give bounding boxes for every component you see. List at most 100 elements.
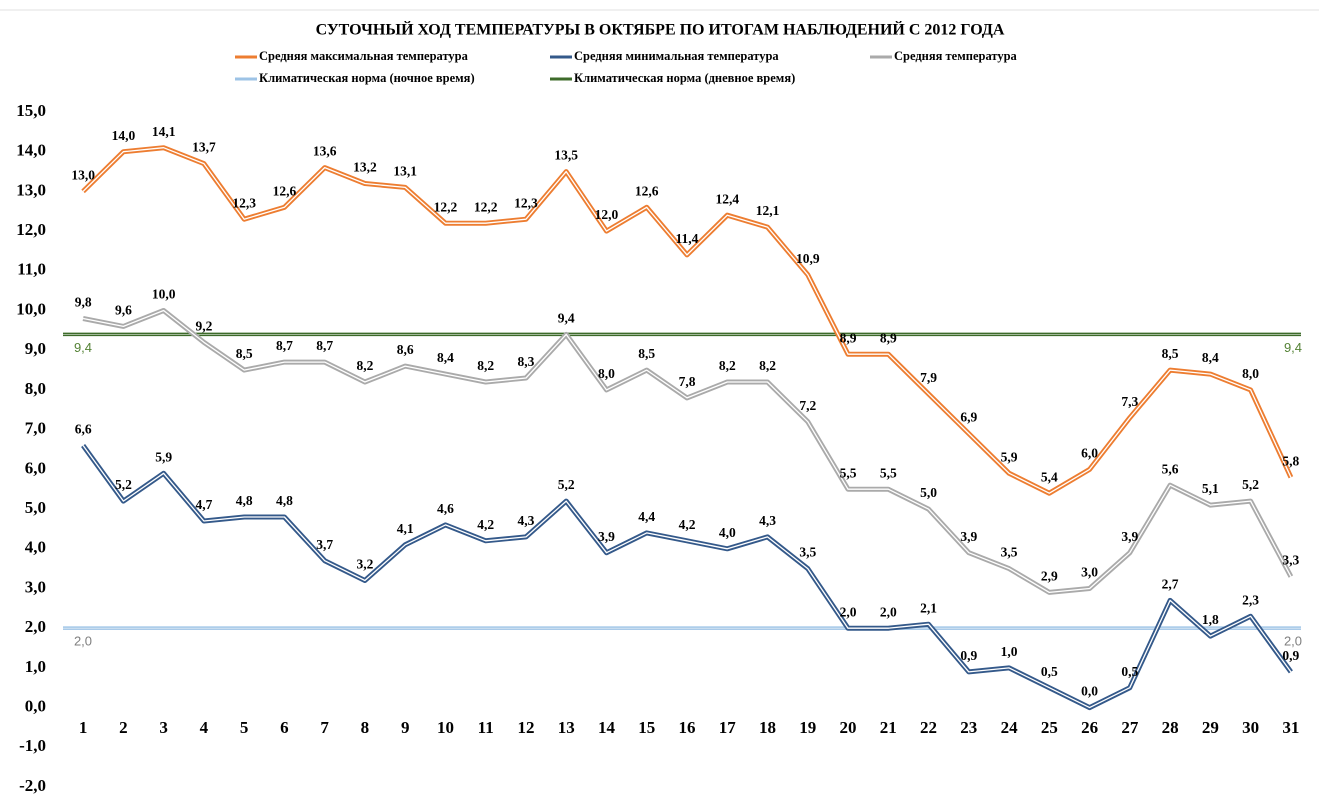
data-label: 12,6 — [273, 183, 297, 198]
data-label: 8,2 — [719, 358, 736, 373]
x-tick-label: 5 — [240, 718, 249, 737]
data-label: 12,2 — [434, 199, 458, 214]
data-label: 7,8 — [679, 374, 696, 389]
data-label: 9,6 — [115, 303, 132, 318]
data-label: 9,2 — [195, 318, 212, 333]
x-tick-label: 12 — [517, 718, 534, 737]
data-label: 1,8 — [1202, 612, 1219, 627]
data-label: 12,3 — [514, 195, 538, 210]
data-label: 5,1 — [1202, 481, 1219, 496]
x-tick-label: 24 — [1001, 718, 1019, 737]
y-tick-label: 9,0 — [25, 339, 46, 358]
data-label: 8,9 — [880, 330, 897, 345]
x-tick-label: 22 — [920, 718, 937, 737]
data-label: 5,0 — [920, 485, 937, 500]
data-label: 2,0 — [880, 604, 897, 619]
legend-label: Средняя максимальная температура — [259, 49, 469, 63]
data-label: 3,0 — [1081, 565, 1098, 580]
y-tick-label: 1,0 — [25, 657, 46, 676]
data-label: 8,2 — [356, 358, 373, 373]
data-label: 6,6 — [75, 422, 92, 437]
x-tick-label: 4 — [200, 718, 209, 737]
data-label: 5,2 — [1242, 477, 1259, 492]
data-label: 9,8 — [75, 295, 92, 310]
y-tick-label: 11,0 — [17, 260, 46, 279]
x-tick-label: 18 — [759, 718, 776, 737]
data-label: 0,9 — [960, 648, 977, 663]
x-tick-label: 8 — [361, 718, 370, 737]
data-label: 5,2 — [558, 477, 575, 492]
data-label: 2,9 — [1041, 569, 1058, 584]
data-label: 12,1 — [756, 203, 780, 218]
data-label: 10,0 — [152, 287, 176, 302]
x-tick-label: 11 — [478, 718, 494, 737]
data-label: 8,3 — [518, 354, 535, 369]
data-label: 7,2 — [799, 398, 816, 413]
data-label: 3,9 — [1121, 529, 1138, 544]
data-label: 5,2 — [115, 477, 132, 492]
y-tick-label: -1,0 — [19, 736, 46, 755]
data-label: 12,6 — [635, 183, 659, 198]
y-tick-label: 4,0 — [25, 538, 46, 557]
data-label: 10,9 — [796, 251, 820, 266]
data-label: 13,2 — [353, 160, 377, 175]
data-label: 8,4 — [437, 350, 454, 365]
reference-label: 9,4 — [1284, 340, 1302, 355]
reference-label: 2,0 — [1284, 634, 1302, 649]
x-tick-label: 14 — [598, 718, 616, 737]
data-label: 4,8 — [236, 493, 253, 508]
data-label: 13,1 — [393, 164, 417, 179]
data-label: 5,6 — [1162, 461, 1179, 476]
data-label: 3,2 — [356, 557, 373, 572]
data-label: 13,6 — [313, 144, 337, 159]
data-label: 8,0 — [1242, 366, 1259, 381]
x-tick-label: 16 — [679, 718, 696, 737]
data-label: 6,0 — [1081, 445, 1098, 460]
data-label: 8,5 — [1162, 346, 1179, 361]
data-label: 14,0 — [112, 128, 136, 143]
data-label: 7,9 — [920, 370, 937, 385]
reference-label: 2,0 — [74, 634, 92, 649]
data-label: 8,7 — [316, 338, 333, 353]
data-label: 5,5 — [880, 465, 897, 480]
x-tick-label: 2 — [119, 718, 128, 737]
data-label: 4,3 — [518, 513, 535, 528]
y-tick-label: 5,0 — [25, 498, 46, 517]
data-label: 8,2 — [759, 358, 776, 373]
data-label: 3,3 — [1282, 553, 1299, 568]
data-label: 5,9 — [155, 449, 172, 464]
data-label: 8,7 — [276, 338, 293, 353]
data-label: 3,5 — [799, 545, 816, 560]
data-label: 2,0 — [840, 604, 857, 619]
y-tick-label: 15,0 — [16, 101, 46, 120]
x-tick-label: 28 — [1162, 718, 1179, 737]
data-label: 7,3 — [1121, 394, 1138, 409]
x-tick-label: 27 — [1121, 718, 1139, 737]
y-tick-label: 13,0 — [16, 180, 46, 199]
data-label: 4,7 — [195, 497, 212, 512]
x-tick-label: 31 — [1282, 718, 1299, 737]
x-tick-label: 29 — [1202, 718, 1219, 737]
legend-label: Средняя температура — [894, 49, 1018, 63]
data-label: 6,9 — [960, 410, 977, 425]
data-label: 2,3 — [1242, 592, 1259, 607]
x-tick-label: 7 — [320, 718, 329, 737]
data-label: 8,4 — [1202, 350, 1219, 365]
legend-label: Средняя минимальная температура — [574, 49, 779, 63]
data-label: 0,0 — [1081, 684, 1098, 699]
legend-label: Климатическая норма (дневное время) — [574, 71, 795, 85]
data-label: 3,7 — [316, 537, 333, 552]
x-tick-label: 13 — [558, 718, 575, 737]
data-label: 5,4 — [1041, 469, 1058, 484]
x-tick-label: 17 — [719, 718, 737, 737]
series-line-highlight — [82, 147, 1292, 494]
data-label: 0,9 — [1282, 648, 1299, 663]
y-tick-label: 3,0 — [25, 577, 46, 596]
y-tick-label: 7,0 — [25, 419, 46, 438]
data-label: 0,5 — [1041, 664, 1058, 679]
data-label: 4,6 — [437, 501, 454, 516]
data-label: 5,5 — [840, 465, 857, 480]
data-label: 4,1 — [397, 521, 414, 536]
data-label: 8,5 — [236, 346, 253, 361]
